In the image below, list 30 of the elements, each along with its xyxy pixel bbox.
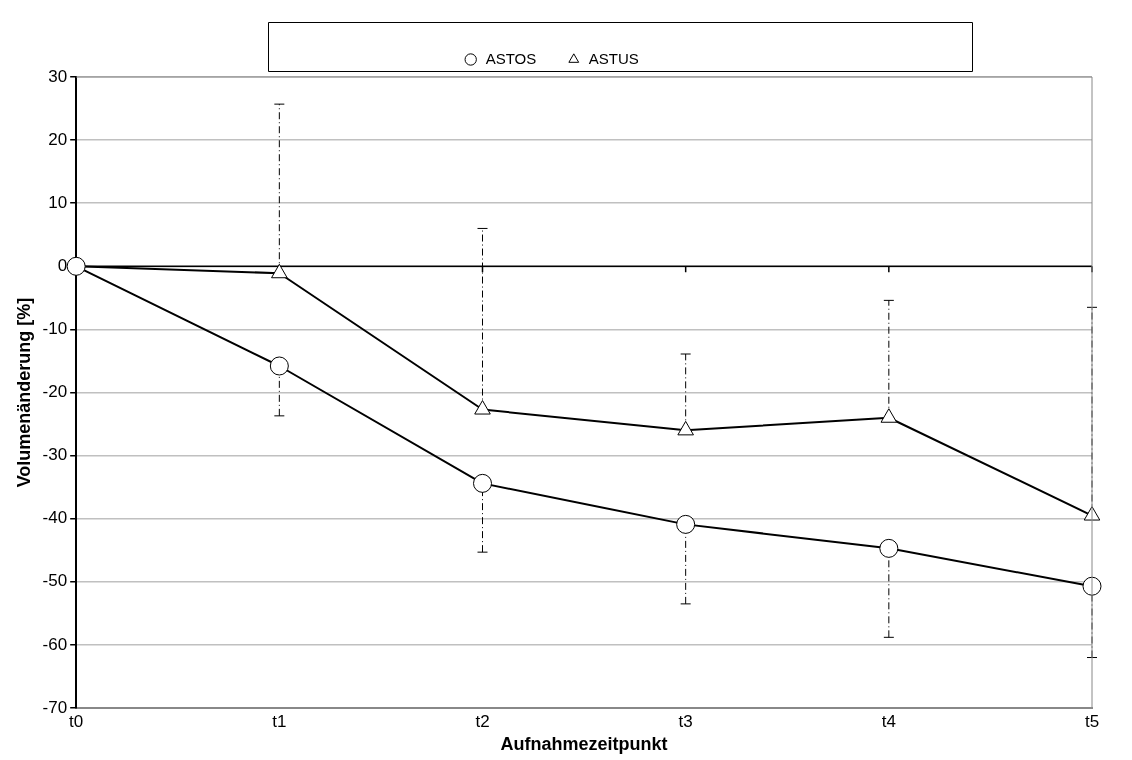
x-tick-label: t3 [678,711,693,731]
point [474,400,491,415]
x-tick-label: t5 [1084,711,1100,731]
point [879,538,899,558]
point [676,514,696,534]
x-tick-label: t2 [475,711,490,731]
point [271,263,288,279]
legend-label: ASTUS [588,49,639,67]
point [880,408,898,423]
point [269,356,289,376]
x-tick-label: t0 [69,711,84,731]
y-axis-title: Volumenänderung [%] [13,297,34,488]
x-tick-label: t4 [881,711,896,731]
y-tick-label: -20 [42,382,68,402]
y-tick-label: 20 [48,129,68,149]
y-tick-label: -30 [42,445,68,465]
x-tick-label: t1 [272,711,287,731]
point [66,256,86,276]
y-tick-label: 10 [48,192,68,212]
y-tick-label: 0 [57,255,68,275]
point [677,420,694,436]
y-tick-label: -60 [42,634,68,654]
x-axis-title: Aufnahmezeitpunkt [500,734,668,755]
legend-label: ASTOS [485,49,537,67]
point [473,473,492,493]
y-tick-label: -50 [42,571,68,591]
y-tick-label: -40 [42,508,68,528]
y-tick-label: -70 [42,697,68,717]
y-tick-label: 30 [48,66,68,86]
y-tick-label: -10 [42,319,68,339]
